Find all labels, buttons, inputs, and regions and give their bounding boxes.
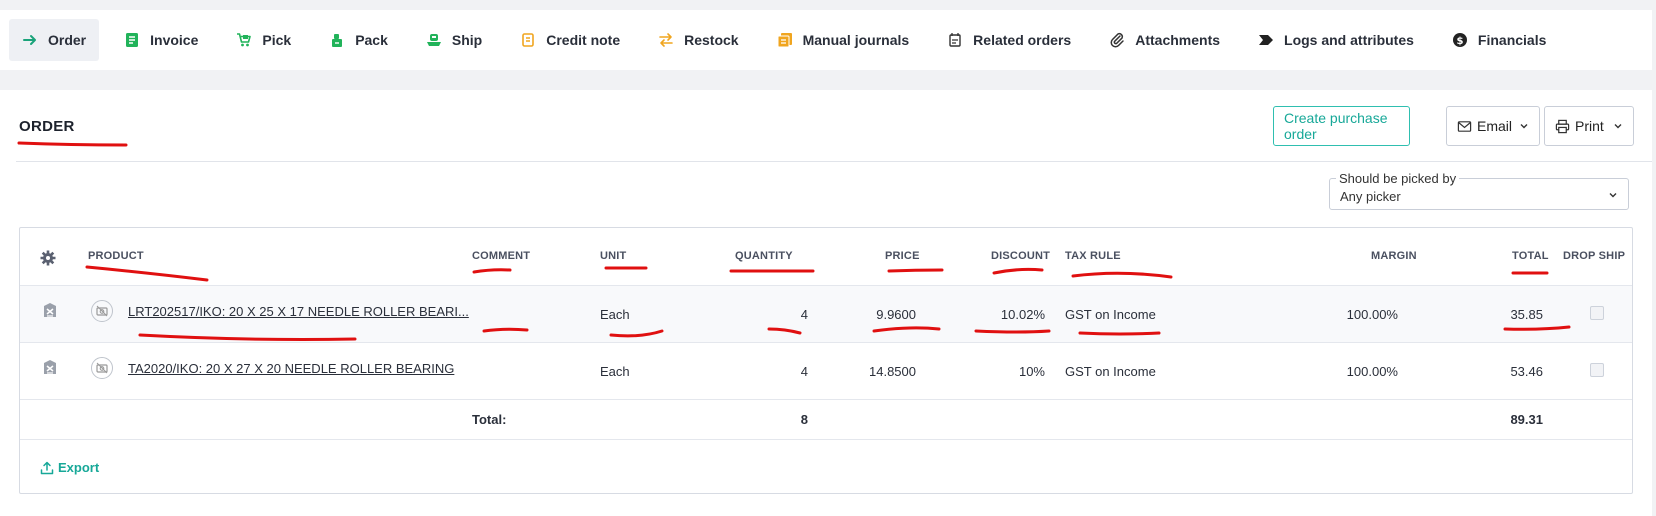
header-drop-ship[interactable]: DROP SHIP [1563, 250, 1626, 262]
upload-icon [40, 461, 54, 474]
header-product[interactable]: PRODUCT [88, 250, 144, 262]
print-button[interactable]: Print [1544, 106, 1634, 146]
email-button[interactable]: Email [1446, 106, 1540, 146]
order-lines-table: PRODUCT COMMENT UNIT QUANTITY PRICE DISC… [19, 227, 1633, 494]
row-divider [20, 439, 1632, 440]
invoice-icon [124, 32, 140, 48]
product-image-placeholder-icon [91, 300, 113, 322]
margin-cell: 100.00% [1346, 307, 1398, 322]
order-panel: ORDER Create purchase order Email Print … [0, 90, 1652, 516]
margin-cell: 100.00% [1346, 364, 1398, 379]
row-divider [20, 285, 1632, 286]
tab-label: Logs and attributes [1284, 32, 1414, 48]
total-quantity: 8 [800, 412, 808, 427]
tab-pick[interactable]: Pick [223, 19, 304, 61]
delete-row-icon[interactable] [41, 359, 59, 377]
tax-rule-cell[interactable]: GST on Income [1065, 364, 1156, 379]
tab-logs-and-attributes[interactable]: Logs and attributes [1245, 19, 1427, 61]
header-tax-rule[interactable]: TAX RULE [1065, 250, 1121, 262]
header-total[interactable]: TOTAL [1512, 250, 1549, 262]
dollar-icon: $ [1452, 32, 1468, 48]
total-cell[interactable]: 53.46 [1510, 364, 1543, 379]
chevron-down-icon [1609, 193, 1617, 198]
price-cell[interactable]: 14.8500 [869, 364, 916, 379]
discount-cell[interactable]: 10.02% [1000, 307, 1045, 322]
picker-label: Should be picked by [1336, 171, 1460, 186]
tab-financials[interactable]: $ Financials [1439, 19, 1559, 61]
product-link[interactable]: LRT202517/IKO: 20 X 25 X 17 NEEDLE ROLLE… [128, 304, 469, 319]
picker-value: Any picker [1340, 189, 1401, 204]
calendar-icon [947, 32, 963, 48]
tab-label: Pack [355, 32, 388, 48]
chevron-down-icon [1520, 124, 1528, 129]
tab-ship[interactable]: Ship [413, 19, 495, 61]
picker-select[interactable]: Should be picked by Any picker [1329, 171, 1629, 210]
drop-ship-checkbox[interactable] [1590, 306, 1604, 320]
delete-row-icon[interactable] [41, 302, 59, 320]
section-title: ORDER [19, 118, 75, 135]
header-quantity[interactable]: QUANTITY [735, 250, 793, 262]
export-link[interactable]: Export [40, 460, 99, 475]
tab-label: Financials [1477, 32, 1547, 48]
tab-label: Related orders [973, 32, 1072, 48]
tab-restock[interactable]: Restock [645, 19, 751, 61]
header-price[interactable]: PRICE [885, 250, 920, 262]
tab-label: Invoice [150, 32, 199, 48]
export-label: Export [58, 460, 100, 475]
tab-label: Order [48, 32, 87, 48]
tab-label: Pick [262, 32, 292, 48]
tab-attachments[interactable]: Attachments [1096, 19, 1233, 61]
tab-label: Manual journals [802, 32, 910, 48]
header-divider [16, 161, 1652, 162]
gear-icon[interactable] [40, 250, 56, 266]
header-unit[interactable]: UNIT [600, 250, 627, 262]
ship-icon [426, 32, 442, 48]
envelope-icon [1457, 120, 1472, 132]
unit-cell[interactable]: Each [600, 364, 630, 379]
discount-cell[interactable]: 10% [1018, 364, 1045, 379]
product-image-placeholder-icon [91, 357, 113, 379]
email-label: Email [1477, 118, 1513, 134]
tab-related-orders[interactable]: Related orders [934, 19, 1084, 61]
total-cell[interactable]: 35.85 [1510, 307, 1543, 322]
tab-label: Credit note [546, 32, 621, 48]
drop-ship-checkbox[interactable] [1590, 363, 1604, 377]
tag-icon [1258, 32, 1274, 48]
total-label: Total: [472, 412, 507, 427]
tax-rule-cell[interactable]: GST on Income [1065, 307, 1156, 322]
print-label: Print [1575, 118, 1604, 134]
journal-icon [777, 32, 793, 48]
box-icon [329, 32, 345, 48]
svg-text:$: $ [1456, 36, 1463, 47]
row-divider [20, 342, 1632, 343]
tab-manual-journals[interactable]: Manual journals [764, 19, 923, 61]
price-cell[interactable]: 9.9600 [876, 307, 916, 322]
tab-label: Attachments [1135, 32, 1221, 48]
create-purchase-order-button[interactable]: Create purchase order [1273, 106, 1410, 146]
header-comment[interactable]: COMMENT [472, 250, 531, 262]
cart-icon [236, 32, 252, 48]
tab-credit-note[interactable]: Credit note [507, 19, 633, 61]
tab-label: Restock [684, 32, 739, 48]
document-tabs: Order Invoice Pick Pack Ship Credit note [0, 10, 1652, 70]
chevron-down-icon [1614, 124, 1622, 129]
quantity-cell[interactable]: 4 [800, 307, 808, 322]
header-margin[interactable]: MARGIN [1371, 250, 1417, 262]
grand-total: 89.31 [1510, 412, 1543, 427]
unit-cell[interactable]: Each [600, 307, 630, 322]
product-link[interactable]: TA2020/IKO: 20 X 27 X 20 NEEDLE ROLLER B… [128, 361, 455, 376]
credit-note-icon [520, 32, 536, 48]
swap-icon [658, 32, 674, 48]
row-divider [20, 399, 1632, 400]
tab-order[interactable]: Order [9, 19, 100, 61]
tab-invoice[interactable]: Invoice [111, 19, 211, 61]
header-discount[interactable]: DISCOUNT [991, 250, 1051, 262]
paperclip-icon [1109, 32, 1125, 48]
tab-label: Ship [451, 32, 483, 48]
tab-pack[interactable]: Pack [316, 19, 401, 61]
printer-icon [1555, 119, 1570, 133]
table-row [20, 286, 1632, 342]
quantity-cell[interactable]: 4 [800, 364, 808, 379]
arrow-right-icon [22, 32, 38, 48]
